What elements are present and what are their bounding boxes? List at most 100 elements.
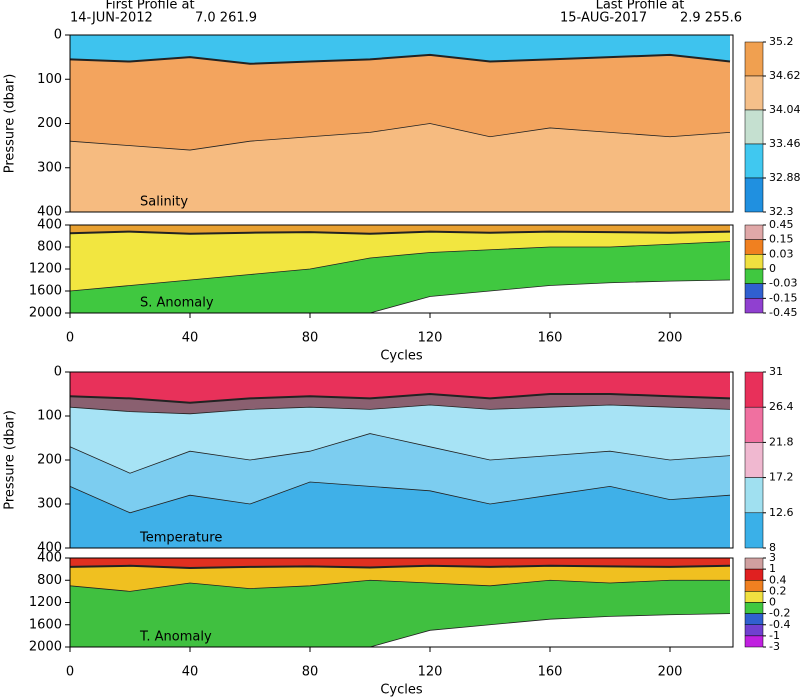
x-axis-label: Cycles bbox=[380, 683, 423, 698]
first-pos: 7.0 261.9 bbox=[195, 11, 257, 26]
y-tick-label: 300 bbox=[37, 160, 62, 175]
x-tick-label: 160 bbox=[538, 331, 563, 346]
colorbar-label: 8 bbox=[769, 541, 776, 554]
colorbar-label: -0.45 bbox=[769, 306, 797, 319]
colorbar-box bbox=[744, 283, 764, 299]
colorbar-box bbox=[744, 224, 764, 240]
colorbar-label: 0.2 bbox=[769, 584, 787, 597]
colorbar-label: -0.15 bbox=[769, 291, 797, 304]
colorbar-box bbox=[744, 557, 764, 570]
band-fill bbox=[70, 241, 730, 313]
contour-line bbox=[69, 579, 730, 592]
x-tick-label: 80 bbox=[302, 331, 319, 346]
colorbar-box bbox=[744, 177, 764, 213]
x-axis-label: Cycles bbox=[380, 349, 423, 364]
colorbar-label: 32.88 bbox=[769, 171, 800, 184]
y-tick-label: 1600 bbox=[29, 617, 62, 632]
contour-line bbox=[69, 123, 731, 151]
colorbar-box bbox=[744, 268, 764, 284]
band-fill bbox=[70, 565, 730, 592]
y-tick-label: 400 bbox=[37, 541, 62, 556]
band-fill bbox=[70, 280, 730, 313]
colorbar-label: 3 bbox=[769, 551, 776, 564]
colorbar-box bbox=[744, 568, 764, 581]
colorbar-box bbox=[744, 613, 764, 625]
colorbar-box bbox=[744, 239, 764, 255]
contour-line bbox=[69, 392, 731, 404]
x-tick-label: 120 bbox=[418, 665, 443, 680]
colorbar-box bbox=[744, 580, 764, 592]
x-tick-label: 80 bbox=[302, 665, 319, 680]
colorbar-box bbox=[744, 635, 764, 648]
y-tick-label: 800 bbox=[37, 240, 62, 255]
contour-line bbox=[69, 564, 731, 570]
colorbar-box bbox=[744, 477, 764, 514]
contour-line bbox=[69, 404, 731, 415]
band-fill bbox=[70, 123, 730, 212]
contour-line bbox=[69, 481, 731, 514]
y-tick-label: 400 bbox=[37, 218, 62, 233]
y-tick-label: 400 bbox=[37, 551, 62, 566]
y-axis-label: Pressure (dbar) bbox=[3, 74, 18, 174]
colorbar-label: -3 bbox=[769, 640, 780, 653]
panel-label: T. Anomaly bbox=[139, 630, 212, 645]
colorbar-label: 31 bbox=[769, 365, 783, 378]
colorbar-label: 32.3 bbox=[769, 205, 794, 218]
colorbar-label: 34.04 bbox=[769, 103, 800, 116]
colorbar-label: 21.8 bbox=[769, 435, 794, 448]
colorbar-label: 0.45 bbox=[769, 218, 794, 231]
panel-label: Salinity bbox=[140, 195, 188, 210]
contour-line bbox=[69, 230, 731, 235]
contour-line bbox=[69, 241, 731, 292]
colorbar-label: -0.4 bbox=[769, 618, 790, 631]
colorbar-label: 26.4 bbox=[769, 400, 794, 413]
band-fill bbox=[70, 394, 730, 414]
panel-label: S. Anomaly bbox=[140, 296, 214, 311]
y-tick-label: 2000 bbox=[29, 640, 62, 655]
band-fill bbox=[70, 613, 730, 647]
band-fill bbox=[70, 482, 730, 548]
band-fill bbox=[70, 54, 730, 151]
band-fill bbox=[70, 35, 730, 64]
x-tick-label: 200 bbox=[658, 331, 683, 346]
x-tick-label: 0 bbox=[66, 665, 74, 680]
colorbar-box bbox=[744, 143, 764, 179]
x-tick-label: 40 bbox=[182, 665, 199, 680]
y-tick-label: 100 bbox=[37, 72, 62, 87]
last-pos: 2.9 255.6 bbox=[680, 11, 742, 26]
colorbar-label: 0.4 bbox=[769, 573, 787, 586]
colorbar-label: -0.2 bbox=[769, 607, 790, 620]
colorbar-label: 12.6 bbox=[769, 506, 794, 519]
contour-line bbox=[69, 433, 731, 474]
colorbar-label: 33.46 bbox=[769, 137, 800, 150]
colorbar-label: 0 bbox=[769, 596, 776, 609]
colorbar-label: -0.03 bbox=[769, 277, 797, 290]
x-tick-label: 200 bbox=[658, 665, 683, 680]
x-tick-label: 160 bbox=[538, 665, 563, 680]
y-tick-label: 0 bbox=[54, 365, 62, 380]
y-tick-label: 0 bbox=[54, 28, 62, 43]
last-title: Last Profile at bbox=[596, 0, 685, 13]
first-title: First Profile at bbox=[105, 0, 194, 13]
last-date: 15-AUG-2017 bbox=[560, 11, 647, 26]
colorbar-box bbox=[744, 75, 764, 111]
colorbar-label: 0.15 bbox=[769, 233, 794, 246]
x-tick-label: 0 bbox=[66, 331, 74, 346]
band-fill bbox=[70, 372, 730, 403]
y-tick-label: 400 bbox=[37, 205, 62, 220]
contour-line bbox=[69, 53, 731, 65]
colorbar-box bbox=[744, 624, 764, 637]
colorbar-label: 35.2 bbox=[769, 35, 794, 48]
colorbar-box bbox=[744, 371, 764, 408]
colorbar-box bbox=[744, 512, 764, 549]
band-fill bbox=[70, 580, 730, 647]
y-tick-label: 800 bbox=[37, 573, 62, 588]
band-fill bbox=[70, 405, 730, 474]
colorbar-label: 0 bbox=[769, 262, 776, 275]
colorbar-box bbox=[744, 591, 764, 603]
colorbar-label: 1 bbox=[769, 562, 776, 575]
colorbar-box bbox=[744, 406, 764, 443]
y-tick-label: 200 bbox=[37, 116, 62, 131]
x-tick-label: 120 bbox=[418, 331, 443, 346]
